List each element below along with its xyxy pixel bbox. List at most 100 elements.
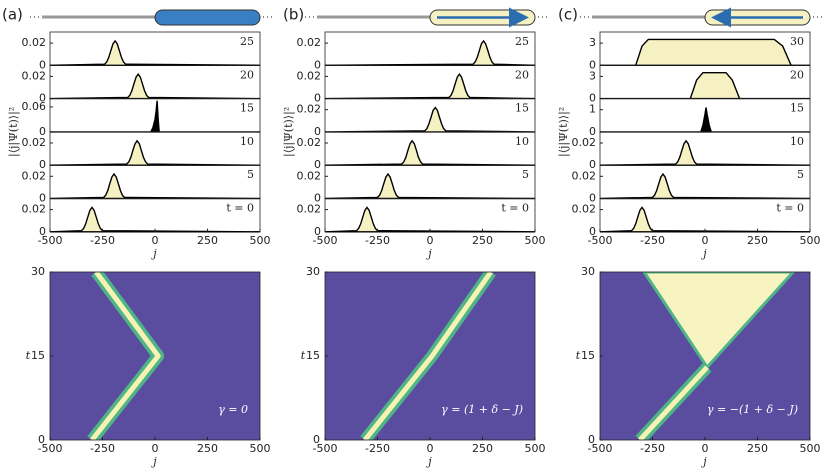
y-tick-label: 0.02: [22, 203, 47, 216]
plot-frame: [324, 164, 536, 199]
wave-packet: [600, 38, 810, 66]
x-tick-label: 0: [427, 234, 434, 247]
y-tick-label: 15: [31, 349, 45, 362]
x-axis-label: j: [425, 455, 432, 468]
x-tick-label: -500: [313, 442, 338, 455]
x-tick-label: 500: [525, 234, 546, 247]
y-tick-label: 0: [314, 92, 321, 105]
y-tick-label: 30: [581, 265, 595, 278]
y-tick-label: 0: [39, 192, 46, 205]
y-tick-label: 0: [314, 125, 321, 138]
x-tick-label: 250: [747, 442, 768, 455]
time-label: 10: [515, 135, 529, 148]
x-tick-label: 0: [152, 234, 159, 247]
x-axis-label: j: [150, 455, 157, 468]
y-tick-label: 1: [589, 103, 596, 116]
x-axis-label: j: [700, 455, 707, 468]
x-axis-label: j: [700, 247, 707, 260]
time-label: 10: [240, 135, 254, 148]
time-label: 5: [522, 168, 529, 181]
y-tick-label: 0: [314, 192, 321, 205]
panel-label: (a): [2, 6, 23, 24]
time-label: 20: [790, 68, 804, 81]
y-tick-label: 0: [39, 225, 46, 238]
x-tick-label: -500: [588, 442, 613, 455]
x-tick-label: 250: [197, 442, 218, 455]
y-tick-label: 0.02: [297, 203, 322, 216]
x-tick-label: -500: [588, 234, 613, 247]
x-tick-label: -250: [90, 234, 115, 247]
x-axis-label: j: [425, 247, 432, 260]
annotation: γ = (1 + δ − J): [441, 403, 523, 416]
time-label: 20: [240, 68, 254, 81]
y-tick-label: 0: [39, 58, 46, 71]
y-tick-label: 0.02: [297, 169, 322, 182]
x-tick-label: 500: [250, 442, 271, 455]
plot-frame: [324, 64, 536, 100]
wave-packet: [49, 172, 261, 200]
y-tick-label: 0: [314, 158, 321, 171]
x-tick-label: -250: [365, 234, 390, 247]
plot-frame: [49, 164, 261, 199]
plot-frame: [49, 31, 261, 66]
y-tick-label: 0.02: [572, 136, 597, 149]
y-tick-label: 0: [589, 225, 596, 238]
wave-packet: [324, 106, 536, 133]
spread-region: [642, 272, 795, 369]
y-tick-label: 0: [589, 125, 596, 138]
time-label: 25: [515, 35, 529, 48]
y-tick-label: 0.02: [22, 69, 47, 82]
y-tick-label: 0: [39, 125, 46, 138]
y-tick-label: 30: [31, 265, 45, 278]
wave-packet: [599, 172, 811, 200]
x-tick-label: -250: [640, 234, 665, 247]
y-axis-label: |⟨j|Ψ(t)⟩|²: [282, 107, 296, 157]
x-tick-label: 250: [472, 442, 493, 455]
x-tick-label: 0: [427, 442, 434, 455]
schematic-a: [30, 9, 275, 26]
plot-frame: [599, 131, 811, 166]
y-tick-label: 0: [588, 433, 595, 446]
y-tick-label: 0: [589, 158, 596, 171]
time-label: t = 0: [776, 202, 804, 215]
y-tick-label: 0.02: [572, 169, 597, 182]
wave-packet: [324, 39, 536, 66]
x-tick-label: -250: [365, 442, 390, 455]
trajectory-core: [90, 272, 161, 440]
y-tick-label: 0: [314, 58, 321, 71]
time-label: 15: [790, 102, 804, 115]
map-content: [360, 272, 496, 440]
time-label: t = 0: [226, 202, 254, 215]
schematic-c: [580, 7, 825, 28]
y-tick-label: 0.02: [297, 36, 322, 49]
y-tick-label: 0: [589, 92, 596, 105]
y-tick-label: 0.02: [22, 169, 47, 182]
wave-packet: [600, 72, 810, 100]
y-axis-label: |⟨j|Ψ(t)⟩|²: [557, 107, 571, 157]
trajectory-core: [362, 272, 493, 440]
time-label: 5: [797, 168, 804, 181]
schematic-b: [305, 7, 550, 28]
y-tick-label: 0: [314, 225, 321, 238]
x-tick-label: -500: [38, 442, 63, 455]
y-tick-label: 15: [306, 349, 320, 362]
map-content: [635, 272, 795, 440]
map-frame: [49, 271, 261, 441]
panel-label: (c): [558, 6, 578, 24]
time-label: 5: [247, 168, 254, 181]
wave-packet: [49, 139, 261, 166]
x-tick-label: -500: [313, 234, 338, 247]
time-label: 20: [515, 68, 529, 81]
time-label: 30: [790, 35, 804, 48]
time-label: 15: [515, 102, 529, 115]
x-tick-label: 500: [800, 234, 821, 247]
y-tick-label: 0.02: [22, 36, 47, 49]
annotation: γ = −(1 + δ − J): [707, 403, 798, 416]
time-label: 10: [790, 135, 804, 148]
plot-frame: [324, 131, 536, 166]
y-axis-label: |⟨j|Ψ(t)⟩|²: [7, 107, 21, 157]
x-tick-label: 500: [800, 442, 821, 455]
x-tick-label: 250: [747, 234, 768, 247]
y-tick-label: 0.02: [572, 203, 597, 216]
